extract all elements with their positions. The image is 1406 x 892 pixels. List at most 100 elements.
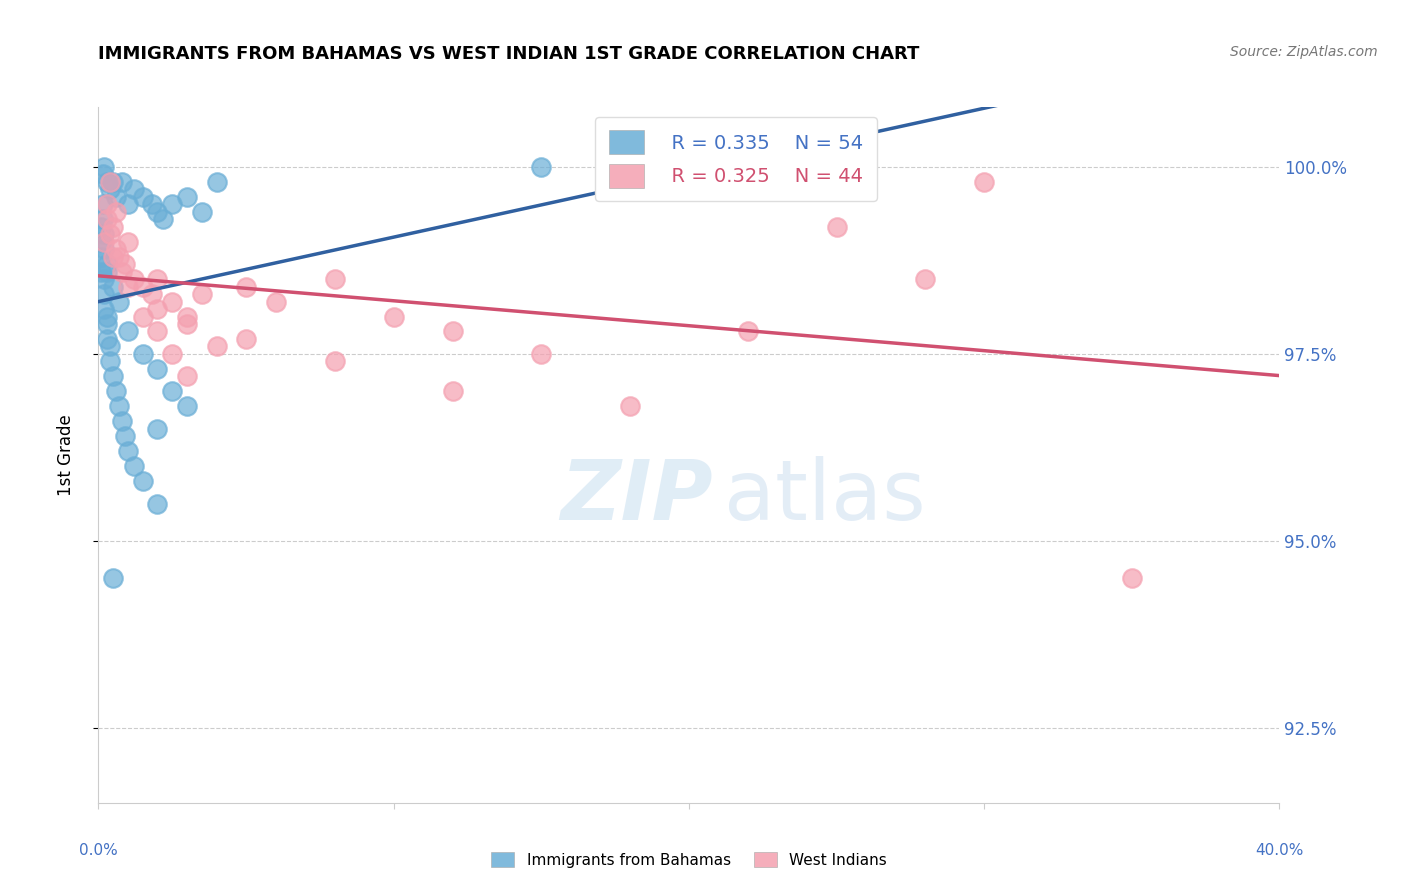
Point — [103, 279, 125, 293]
Point — [96, 265, 118, 279]
Point — [146, 301, 169, 316]
Point — [93, 235, 115, 249]
Point — [205, 339, 228, 353]
Point — [530, 160, 553, 174]
Point — [91, 212, 114, 227]
Point — [96, 317, 118, 331]
Point — [146, 422, 169, 436]
Point — [108, 399, 131, 413]
Point — [162, 294, 183, 309]
Point — [441, 325, 464, 339]
Point — [382, 310, 405, 324]
Point — [619, 399, 641, 413]
Point — [973, 175, 995, 189]
Point — [111, 414, 134, 428]
Point — [530, 347, 553, 361]
Point — [90, 265, 112, 279]
Point — [141, 197, 163, 211]
Point — [105, 204, 128, 219]
Point — [111, 175, 134, 189]
Y-axis label: 1st Grade: 1st Grade — [56, 414, 75, 496]
Point — [323, 272, 346, 286]
Point — [90, 250, 112, 264]
Point — [1121, 571, 1143, 585]
Point — [117, 325, 139, 339]
Point — [678, 160, 700, 174]
Point — [105, 190, 128, 204]
Legend:   R = 0.335    N = 54,   R = 0.325    N = 44: R = 0.335 N = 54, R = 0.325 N = 44 — [595, 117, 877, 202]
Point — [146, 204, 169, 219]
Point — [122, 459, 145, 474]
Point — [146, 325, 169, 339]
Point — [93, 272, 115, 286]
Point — [103, 250, 125, 264]
Point — [114, 429, 136, 443]
Point — [323, 354, 346, 368]
Point — [117, 235, 139, 249]
Point — [132, 474, 155, 488]
Point — [93, 227, 115, 242]
Point — [114, 257, 136, 271]
Text: atlas: atlas — [724, 456, 927, 537]
Point — [235, 332, 257, 346]
Point — [132, 310, 155, 324]
Point — [105, 242, 128, 256]
Point — [162, 384, 183, 399]
Point — [96, 197, 118, 211]
Point — [191, 204, 214, 219]
Point — [205, 175, 228, 189]
Point — [176, 310, 198, 324]
Point — [96, 212, 118, 227]
Point — [441, 384, 464, 399]
Point — [176, 399, 198, 413]
Point — [132, 347, 155, 361]
Point — [737, 325, 759, 339]
Point — [108, 250, 131, 264]
Point — [96, 257, 118, 271]
Point — [146, 272, 169, 286]
Point — [176, 190, 198, 204]
Point — [103, 369, 125, 384]
Text: Source: ZipAtlas.com: Source: ZipAtlas.com — [1230, 45, 1378, 59]
Point — [825, 219, 848, 234]
Point — [914, 272, 936, 286]
Text: ZIP: ZIP — [560, 456, 713, 537]
Point — [90, 235, 112, 249]
Point — [162, 197, 183, 211]
Text: 0.0%: 0.0% — [79, 843, 118, 858]
Point — [93, 301, 115, 316]
Point — [122, 272, 145, 286]
Point — [103, 175, 125, 189]
Point — [105, 384, 128, 399]
Point — [98, 227, 121, 242]
Point — [162, 347, 183, 361]
Point — [176, 317, 198, 331]
Point — [91, 167, 114, 181]
Point — [132, 190, 155, 204]
Point — [98, 182, 121, 196]
Point — [132, 279, 155, 293]
Point — [191, 287, 214, 301]
Point — [96, 332, 118, 346]
Point — [117, 444, 139, 458]
Point — [264, 294, 287, 309]
Point — [93, 242, 115, 256]
Point — [122, 182, 145, 196]
Text: 40.0%: 40.0% — [1256, 843, 1303, 858]
Point — [146, 362, 169, 376]
Point — [93, 287, 115, 301]
Point — [96, 175, 118, 189]
Point — [152, 212, 174, 227]
Point — [141, 287, 163, 301]
Point — [93, 160, 115, 174]
Point — [103, 219, 125, 234]
Legend: Immigrants from Bahamas, West Indians: Immigrants from Bahamas, West Indians — [484, 844, 894, 875]
Point — [235, 279, 257, 293]
Point — [117, 197, 139, 211]
Point — [96, 310, 118, 324]
Point — [103, 571, 125, 585]
Point — [98, 339, 121, 353]
Point — [98, 354, 121, 368]
Point — [117, 279, 139, 293]
Point — [111, 265, 134, 279]
